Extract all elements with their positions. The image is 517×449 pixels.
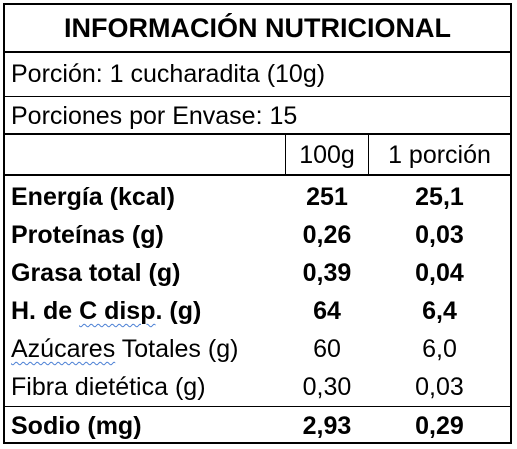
nutrition-label: INFORMACIÓN NUTRICIONAL Porción: 1 cucha… [3, 3, 512, 444]
portion-size: Porción: 1 cucharadita (10g) [5, 53, 510, 97]
nutrient-name-spellcheck-text: C disp [79, 297, 156, 325]
value-per-portion: 6,0 [422, 335, 457, 363]
value-per-100g: 60 [313, 335, 341, 363]
nutrient-name: Sodio (mg) [5, 407, 285, 444]
value-per-100g: 2,93 [302, 412, 352, 440]
nutrient-row-protein: Proteínas (g) 0,26 0,03 [5, 216, 510, 254]
nutrient-row-total-fat: Grasa total (g) 0,39 0,04 [5, 254, 510, 292]
nutrient-name-spellcheck-text: Azúcares [11, 335, 116, 363]
nutrient-row-total-sugars: Azúcares Totales (g) 60 6,0 [5, 330, 510, 368]
nutrient-name: H. de C disp. (g) [5, 292, 285, 330]
value-per-100g: 0,30 [302, 373, 352, 401]
nutrient-name: Grasa total (g) [5, 254, 285, 292]
nutrient-name-suffix: Totales (g) [115, 335, 239, 363]
value-per-portion: 0,29 [415, 412, 464, 440]
header-empty-cell [5, 135, 285, 174]
value-per-portion: 0,03 [415, 221, 464, 249]
nutrient-name-text: Proteínas (g) [11, 221, 164, 249]
nutrient-name-text: H. de [11, 297, 80, 325]
nutrient-name-suffix: . (g) [155, 297, 202, 325]
label-title: INFORMACIÓN NUTRICIONAL [5, 5, 510, 53]
value-per-portion: 25,1 [415, 183, 464, 211]
value-per-100g: 0,39 [302, 259, 352, 287]
nutrient-name-text: Sodio (mg) [11, 412, 142, 440]
nutrient-name-text: Grasa total (g) [11, 259, 181, 287]
value-per-100g: 251 [306, 183, 348, 211]
value-per-100g: 64 [313, 297, 341, 325]
nutrient-name: Fibra dietética (g) [5, 368, 285, 406]
nutrient-name: Azúcares Totales (g) [5, 330, 285, 368]
header-per-100g: 100g [285, 135, 369, 174]
value-per-portion: 6,4 [422, 297, 457, 325]
value-per-100g: 0,26 [302, 221, 352, 249]
header-per-portion: 1 porción [388, 141, 491, 169]
value-per-portion: 0,04 [415, 259, 464, 287]
nutrient-row-sodium: Sodio (mg) 2,93 0,29 [5, 406, 510, 444]
column-header-row: 100g 1 porción [5, 135, 510, 176]
nutrient-row-carbohydrates: H. de C disp. (g) 64 6,4 [5, 292, 510, 330]
nutrient-name-text: Energía (kcal) [11, 183, 175, 211]
nutrient-name-text: Fibra dietética (g) [11, 373, 206, 401]
nutrient-name: Energía (kcal) [5, 178, 285, 216]
nutrient-row-dietary-fiber: Fibra dietética (g) 0,30 0,03 [5, 368, 510, 406]
nutrient-name: Proteínas (g) [5, 216, 285, 254]
portions-per-package: Porciones por Envase: 15 [5, 97, 510, 135]
value-per-portion: 0,03 [415, 373, 464, 401]
nutrient-row-energy: Energía (kcal) 251 25,1 [5, 178, 510, 216]
